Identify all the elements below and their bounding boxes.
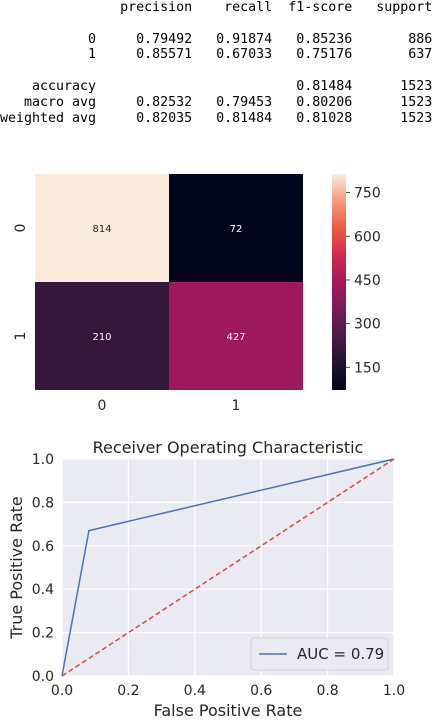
- y-tick-label: 0.0: [32, 669, 54, 685]
- chance-diagonal-line: [61, 458, 395, 677]
- y-tick-label: 1.0: [32, 452, 54, 468]
- heatmap-cell: [169, 174, 303, 282]
- roc-curve-line: [61, 458, 395, 677]
- x-tick-label: 0.0: [51, 683, 73, 699]
- colorbar-tick-label: 600: [354, 229, 381, 245]
- y-axis-label: True Positive Rate: [7, 496, 26, 640]
- x-tick-label: 0.2: [117, 683, 139, 699]
- x-tick-label: 1.0: [383, 683, 405, 699]
- heatmap-cell: [169, 282, 303, 390]
- x-tick-label: 0.8: [316, 683, 338, 699]
- heatmap-cell-label: 210: [92, 332, 111, 343]
- legend-box: [250, 637, 389, 671]
- roc-curve-chart: 0.0 0.2 0.4 0.6 0.8 1.0 0.0 0.2 0.4 0.6 0.8 1.0 Rece…: [7, 438, 405, 720]
- colorbar-tick-label: 300: [354, 317, 381, 333]
- colorbar: [332, 174, 346, 390]
- chart-title: Receiver Operating Characteristic: [93, 438, 364, 457]
- legend-label: AUC = 0.79: [297, 645, 384, 663]
- colorbar-tick-label: 150: [354, 360, 381, 376]
- heatmap-y-tick-label: 0: [13, 224, 29, 233]
- x-tick-label: 0.4: [184, 683, 206, 699]
- y-tick-label: 0.2: [32, 626, 54, 642]
- colorbar-tick-label: 750: [354, 186, 381, 202]
- legend: AUC = 0.79: [250, 637, 389, 671]
- y-tick-label: 0.8: [32, 495, 54, 511]
- heatmap-cell: [35, 174, 169, 282]
- classification-report: precision recall f1-score support 0 0.79…: [0, 0, 432, 126]
- heatmap-x-tick-label: 0: [98, 398, 107, 414]
- y-tick-label: 0.4: [32, 582, 54, 598]
- heatmap-cell-label: 72: [230, 224, 243, 235]
- y-tick-label: 0.6: [32, 539, 54, 555]
- heatmap-y-tick-label: 1: [13, 332, 29, 341]
- x-axis-label: False Positive Rate: [154, 701, 303, 720]
- heatmap-cell-label: 814: [92, 224, 111, 235]
- heatmap-cell: [35, 282, 169, 390]
- heatmap-cell-label: 427: [226, 332, 245, 343]
- x-tick-label: 0.6: [250, 683, 272, 699]
- confusion-matrix-heatmap: 814 72 210 427 0 1 0 1 150 300 450 600 750: [13, 174, 381, 414]
- heatmap-x-tick-label: 1: [232, 398, 241, 414]
- colorbar-tick-label: 450: [354, 273, 381, 289]
